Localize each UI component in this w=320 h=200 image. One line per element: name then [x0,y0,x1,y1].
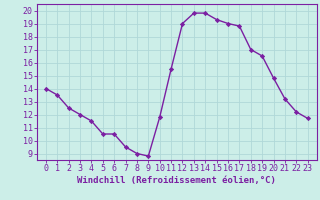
X-axis label: Windchill (Refroidissement éolien,°C): Windchill (Refroidissement éolien,°C) [77,176,276,185]
